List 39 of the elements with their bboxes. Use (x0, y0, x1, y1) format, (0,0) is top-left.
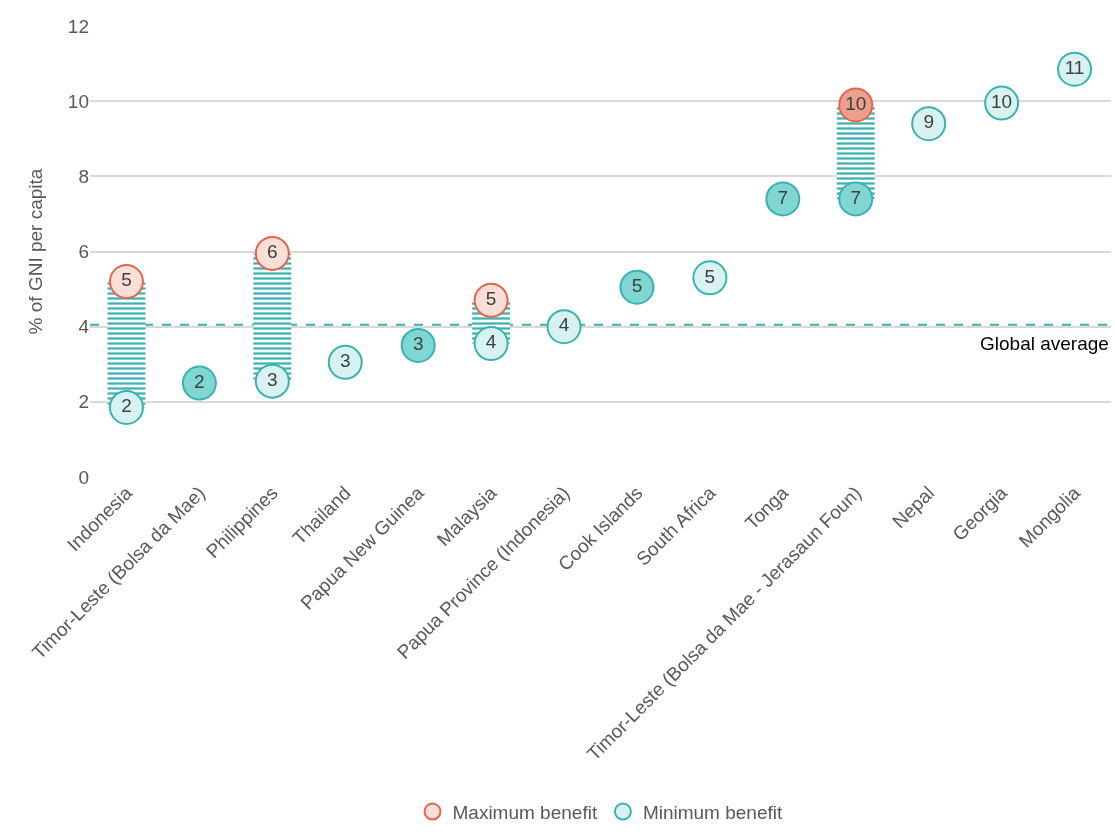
data-label: 10 (845, 92, 867, 114)
y-tick-label: 10 (67, 90, 89, 112)
data-label: 5 (631, 274, 643, 296)
point (108, 264, 144, 300)
data-label: 10 (991, 90, 1013, 112)
data-label: 3 (339, 350, 351, 372)
y-tick-label: 8 (78, 165, 89, 187)
data-label: 3 (267, 368, 278, 390)
ref-line-label: Global average (980, 333, 1109, 354)
data-label: 5 (485, 288, 497, 310)
legend-label: Maximum benefit (452, 801, 598, 823)
data-label: 9 (923, 111, 934, 133)
y-tick-label: 6 (78, 241, 89, 263)
data-label: 2 (194, 370, 205, 392)
y-tick-label: 0 (78, 466, 89, 488)
y-tick-label: 4 (78, 316, 90, 338)
point (254, 363, 290, 399)
point (327, 344, 363, 380)
point (911, 106, 947, 142)
point (181, 365, 217, 401)
point (400, 327, 436, 363)
data-label: 7 (850, 186, 862, 208)
point (765, 181, 801, 217)
point (108, 389, 144, 425)
y-tick-label: 12 (67, 15, 89, 37)
point (838, 181, 874, 217)
legend-label: Minimum benefit (642, 801, 783, 823)
point (254, 235, 290, 271)
data-label: 5 (121, 269, 132, 291)
data-label: 4 (558, 314, 570, 336)
data-label: 6 (267, 241, 278, 263)
y-tick-label: 2 (78, 391, 89, 413)
data-label: 4 (485, 331, 497, 353)
data-label: 7 (777, 186, 789, 208)
data-label: 5 (704, 265, 716, 287)
data-label: 2 (121, 395, 132, 417)
data-label: 3 (412, 333, 424, 355)
data-label: 11 (1064, 56, 1085, 78)
y-axis-title: % of GNI per capita (25, 168, 46, 335)
